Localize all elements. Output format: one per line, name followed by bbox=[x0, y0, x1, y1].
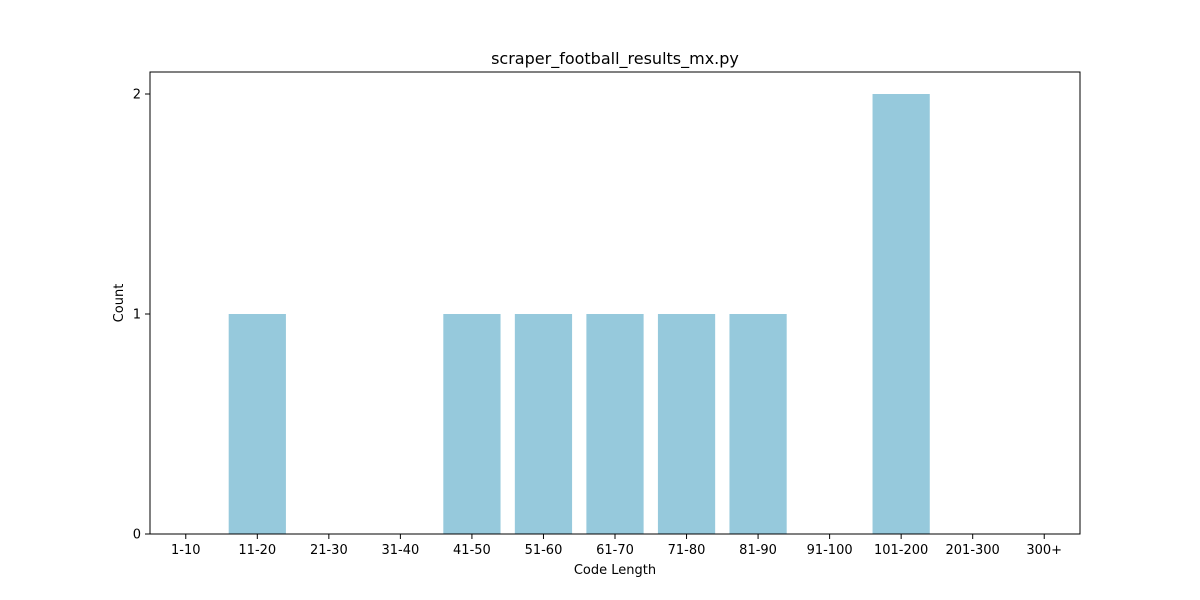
x-tick-label: 31-40 bbox=[381, 543, 419, 558]
y-axis-label: Count bbox=[112, 284, 127, 323]
x-axis: 1-10 11-20 21-30 31-40 41-50 51-60 61-70 71-80 8… bbox=[171, 534, 1062, 558]
x-tick-label: 300+ bbox=[1026, 543, 1062, 558]
chart-title: scraper_football_results_mx.py bbox=[491, 49, 739, 69]
y-tick-label: 1 bbox=[133, 308, 141, 323]
x-axis-label: Code Length bbox=[574, 563, 656, 578]
x-tick-label: 41-50 bbox=[453, 543, 491, 558]
bar-101-200 bbox=[872, 94, 930, 534]
x-tick-label: 101-200 bbox=[874, 543, 928, 558]
bar-11-20 bbox=[228, 314, 286, 534]
y-axis: 0 1 2 bbox=[133, 88, 150, 543]
x-tick-label: 81-90 bbox=[739, 543, 777, 558]
bar-61-70 bbox=[586, 314, 644, 534]
bar-51-60 bbox=[514, 314, 573, 534]
x-tick-label: 61-70 bbox=[596, 543, 634, 558]
x-tick-label: 1-10 bbox=[171, 543, 201, 558]
bar-41-50 bbox=[443, 314, 501, 534]
x-tick-label: 51-60 bbox=[525, 543, 563, 558]
x-tick-label: 11-20 bbox=[238, 543, 276, 558]
x-tick-label: 71-80 bbox=[668, 543, 706, 558]
y-tick-label: 2 bbox=[133, 88, 141, 103]
bar-71-80 bbox=[657, 314, 716, 534]
y-tick-label: 0 bbox=[133, 528, 141, 543]
bars-group bbox=[228, 94, 930, 534]
bar-81-90 bbox=[729, 314, 787, 534]
x-tick-label: 21-30 bbox=[310, 543, 348, 558]
x-tick-label: 91-100 bbox=[807, 543, 853, 558]
x-tick-label: 201-300 bbox=[946, 543, 1000, 558]
